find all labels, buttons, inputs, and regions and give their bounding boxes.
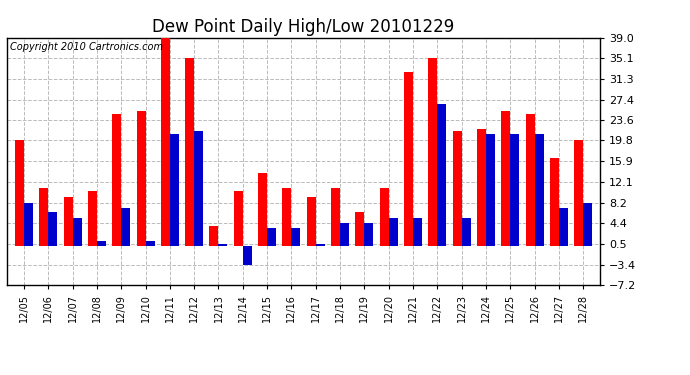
Bar: [380, 188, 388, 246]
Bar: [24, 202, 33, 246]
Bar: [291, 228, 300, 246]
Bar: [210, 226, 219, 246]
Bar: [388, 217, 397, 246]
Bar: [137, 111, 146, 246]
Bar: [511, 135, 520, 246]
Bar: [462, 217, 471, 246]
Bar: [526, 114, 535, 246]
Bar: [219, 244, 228, 246]
Bar: [63, 196, 72, 246]
Bar: [170, 134, 179, 246]
Bar: [258, 173, 267, 246]
Text: Copyright 2010 Cartronics.com: Copyright 2010 Cartronics.com: [10, 42, 163, 52]
Bar: [355, 211, 364, 246]
Bar: [404, 72, 413, 246]
Bar: [39, 188, 48, 246]
Bar: [437, 105, 446, 246]
Bar: [340, 223, 349, 246]
Bar: [234, 191, 243, 246]
Bar: [48, 211, 57, 246]
Bar: [535, 135, 544, 246]
Bar: [243, 246, 252, 265]
Bar: [72, 217, 81, 246]
Title: Dew Point Daily High/Low 20101229: Dew Point Daily High/Low 20101229: [152, 18, 455, 36]
Bar: [364, 223, 373, 246]
Bar: [146, 241, 155, 246]
Bar: [428, 58, 437, 246]
Bar: [161, 38, 170, 246]
Bar: [316, 244, 325, 246]
Bar: [185, 58, 194, 246]
Bar: [502, 111, 511, 246]
Bar: [307, 196, 316, 246]
Bar: [477, 129, 486, 246]
Bar: [194, 131, 203, 246]
Bar: [583, 202, 592, 246]
Bar: [267, 228, 276, 246]
Bar: [88, 191, 97, 246]
Bar: [15, 140, 24, 246]
Bar: [550, 158, 559, 246]
Bar: [413, 217, 422, 246]
Bar: [331, 188, 340, 246]
Bar: [112, 114, 121, 246]
Bar: [282, 188, 291, 246]
Bar: [559, 209, 568, 246]
Bar: [121, 209, 130, 246]
Bar: [574, 140, 583, 246]
Bar: [97, 241, 106, 246]
Bar: [486, 135, 495, 246]
Bar: [453, 131, 462, 246]
